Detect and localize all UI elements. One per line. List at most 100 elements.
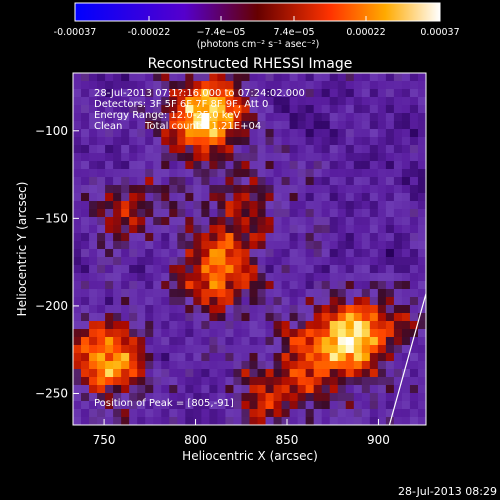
heatmap-cell bbox=[361, 113, 371, 122]
heatmap-cell bbox=[321, 265, 331, 274]
heatmap-cell bbox=[305, 209, 315, 218]
heatmap-cell bbox=[329, 169, 339, 178]
heatmap-cell bbox=[153, 241, 162, 250]
heatmap-cell bbox=[273, 105, 283, 114]
heatmap-cell bbox=[193, 321, 202, 330]
heatmap-cell bbox=[73, 137, 82, 146]
heatmap-cell bbox=[225, 329, 235, 338]
heatmap-cell bbox=[129, 305, 138, 314]
heatmap-cell bbox=[393, 377, 403, 386]
heatmap-cell bbox=[377, 185, 387, 194]
heatmap-cell bbox=[145, 185, 154, 194]
heatmap-cell bbox=[289, 137, 299, 146]
heatmap-cell bbox=[345, 401, 355, 410]
heatmap-cell bbox=[417, 249, 426, 258]
heatmap-cell bbox=[97, 401, 106, 410]
heatmap-cell bbox=[417, 113, 426, 122]
heatmap-cell bbox=[161, 177, 170, 186]
heatmap-cell bbox=[281, 385, 291, 394]
heatmap-cell bbox=[401, 401, 411, 410]
heatmap-cell bbox=[257, 257, 267, 266]
heatmap-cell bbox=[345, 137, 355, 146]
heatmap-cell bbox=[73, 281, 82, 290]
heatmap-cell bbox=[257, 177, 267, 186]
heatmap-cell bbox=[313, 417, 323, 425]
heatmap-cell bbox=[193, 249, 202, 258]
heatmap-cell bbox=[273, 81, 283, 90]
heatmap-cell bbox=[281, 369, 291, 378]
heatmap-cell bbox=[121, 305, 130, 314]
heatmap-cell bbox=[121, 297, 130, 306]
heatmap-cell bbox=[369, 385, 379, 394]
heatmap-cell bbox=[129, 273, 138, 282]
heatmap-cell bbox=[257, 209, 267, 218]
x-tick-label: 750 bbox=[93, 433, 116, 447]
heatmap-cell bbox=[305, 329, 315, 338]
heatmap-cell bbox=[97, 233, 106, 242]
colorbar-ticks: -0.00037 -0.00022 −7.4e−05 7.4e−05 0.00022 0.… bbox=[54, 16, 460, 38]
heatmap-cell bbox=[81, 393, 90, 402]
heatmap-cell bbox=[137, 393, 146, 402]
heatmap-cell bbox=[377, 217, 387, 226]
heatmap-cell bbox=[241, 281, 251, 290]
heatmap-cell bbox=[353, 105, 363, 114]
heatmap-cell bbox=[409, 353, 419, 362]
heatmap-cell bbox=[145, 257, 154, 266]
heatmap-cell bbox=[369, 337, 379, 346]
heatmap-cell bbox=[345, 369, 355, 378]
heatmap-cell bbox=[249, 161, 259, 170]
heatmap-cell bbox=[225, 273, 235, 282]
heatmap-cell bbox=[121, 329, 130, 338]
heatmap-cell bbox=[89, 105, 98, 114]
heatmap-cell bbox=[185, 137, 194, 146]
heatmap-cell bbox=[209, 297, 219, 306]
heatmap-cell bbox=[409, 377, 419, 386]
heatmap-cell bbox=[129, 297, 138, 306]
heatmap-cell bbox=[377, 105, 387, 114]
heatmap-cell bbox=[177, 97, 186, 106]
heatmap-cell bbox=[265, 345, 275, 354]
heatmap-cell bbox=[233, 201, 243, 210]
heatmap-cell bbox=[329, 337, 339, 346]
heatmap-cell bbox=[97, 257, 106, 266]
heatmap-cell bbox=[289, 273, 299, 282]
heatmap-cell bbox=[209, 321, 219, 330]
heatmap-cell bbox=[201, 105, 210, 114]
heatmap-cell bbox=[321, 273, 331, 282]
heatmap-cell bbox=[401, 113, 411, 122]
heatmap-cell bbox=[129, 121, 138, 130]
heatmap-cell bbox=[89, 169, 98, 178]
heatmap-cell bbox=[329, 233, 339, 242]
heatmap-cell bbox=[329, 193, 339, 202]
heatmap-cell bbox=[257, 113, 267, 122]
heatmap-cell bbox=[257, 73, 267, 82]
heatmap-cell bbox=[417, 73, 426, 82]
heatmap-cell bbox=[409, 105, 419, 114]
heatmap-cell bbox=[393, 417, 403, 425]
heatmap-cell bbox=[153, 401, 162, 410]
x-tick-label: 850 bbox=[276, 433, 299, 447]
heatmap-cell bbox=[417, 233, 426, 242]
heatmap-cell bbox=[105, 297, 114, 306]
heatmap-cell bbox=[345, 241, 355, 250]
heatmap-cell bbox=[185, 273, 194, 282]
heatmap-cell bbox=[73, 105, 82, 114]
heatmap-cell bbox=[273, 281, 283, 290]
heatmap-cell bbox=[81, 225, 90, 234]
heatmap-cell bbox=[329, 201, 339, 210]
heatmap-cell bbox=[137, 417, 146, 425]
heatmap-cell bbox=[353, 329, 363, 338]
heatmap-cell bbox=[273, 153, 283, 162]
heatmap-cell bbox=[89, 369, 98, 378]
heatmap-cell bbox=[233, 305, 243, 314]
heatmap-cell bbox=[361, 177, 371, 186]
heatmap-cell bbox=[209, 401, 219, 410]
heatmap-cell bbox=[289, 89, 299, 98]
heatmap-cell bbox=[297, 353, 307, 362]
heatmap-cell bbox=[329, 305, 339, 314]
heatmap-cell bbox=[153, 361, 162, 370]
heatmap-cell bbox=[337, 353, 347, 362]
heatmap-cell bbox=[361, 369, 371, 378]
heatmap-cell bbox=[313, 409, 323, 418]
heatmap-cell bbox=[113, 257, 122, 266]
